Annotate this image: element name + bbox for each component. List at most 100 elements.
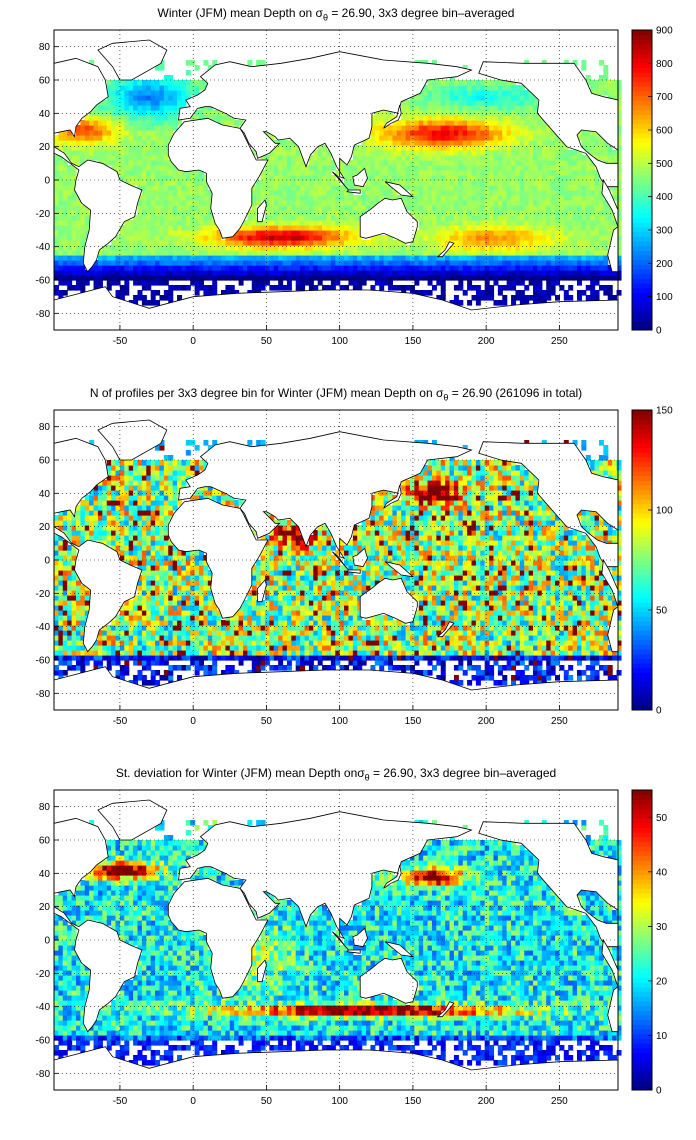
data-cell [67, 620, 73, 626]
data-cell [58, 615, 64, 621]
data-cell [590, 225, 596, 231]
data-cell [58, 605, 64, 611]
data-cell [607, 160, 613, 166]
colorbar-swatch [632, 231, 652, 237]
data-cell [286, 140, 292, 146]
data-cell [115, 130, 121, 136]
data-cell [392, 260, 398, 266]
data-cell [555, 165, 560, 171]
data-cell [102, 495, 108, 501]
data-cell [137, 225, 143, 231]
data-cell [581, 275, 587, 281]
data-cell [471, 160, 477, 166]
data-cell [361, 150, 367, 156]
data-cell [344, 165, 350, 171]
data-cell [431, 115, 437, 121]
data-cell [357, 245, 363, 251]
data-cell [141, 175, 147, 181]
data-cell [177, 245, 183, 251]
data-cell [141, 240, 147, 246]
data-cell [313, 220, 319, 226]
data-cell [146, 655, 152, 661]
data-cell [489, 210, 495, 216]
data-cell [449, 85, 455, 91]
data-cell [62, 130, 68, 136]
data-cell [304, 185, 310, 191]
data-cell [524, 60, 530, 66]
data-cell [308, 175, 314, 181]
data-cell [352, 200, 358, 206]
data-cell [576, 200, 582, 206]
data-cell [124, 650, 130, 656]
data-cell [401, 140, 407, 146]
data-cell [357, 285, 363, 291]
data-cell [141, 570, 147, 576]
data-cell [585, 285, 591, 291]
data-cell [106, 110, 112, 116]
data-cell [150, 250, 156, 256]
data-cell [528, 205, 534, 211]
data-cell [115, 290, 121, 296]
data-cell [286, 245, 292, 251]
x-tick-label: 250 [551, 336, 568, 347]
data-cell [607, 85, 613, 91]
data-cell [146, 550, 152, 556]
data-cell [374, 175, 380, 181]
data-cell [54, 610, 59, 616]
data-cell [348, 205, 354, 211]
data-cell [269, 215, 275, 221]
data-cell [141, 660, 147, 666]
data-cell [348, 170, 354, 176]
data-cell [137, 90, 143, 96]
data-cell [133, 520, 139, 526]
data-cell [594, 155, 600, 161]
data-cell [344, 230, 350, 236]
data-cell [221, 240, 226, 246]
data-cell [528, 270, 534, 276]
data-cell [58, 570, 64, 576]
data-cell [489, 240, 495, 246]
data-cell [388, 110, 393, 116]
data-cell [339, 250, 345, 256]
data-cell [146, 245, 152, 251]
data-cell [423, 90, 429, 96]
data-cell [111, 500, 117, 506]
data-cell [489, 130, 495, 136]
data-cell [326, 275, 332, 281]
data-cell [383, 175, 389, 181]
data-cell [216, 240, 222, 246]
data-cell [555, 270, 560, 276]
data-cell [616, 245, 622, 251]
data-cell [370, 245, 376, 251]
data-cell [555, 205, 560, 211]
data-cell [168, 210, 174, 216]
data-cell [273, 225, 279, 231]
data-cell [528, 110, 534, 116]
data-cell [462, 290, 468, 296]
data-cell [102, 135, 108, 141]
data-cell [128, 145, 134, 151]
data-cell [515, 235, 521, 241]
data-cell [247, 260, 253, 266]
data-cell [502, 205, 508, 211]
data-cell [163, 160, 169, 166]
data-cell [453, 270, 459, 276]
data-cell [115, 520, 121, 526]
data-cell [594, 190, 600, 196]
data-cell [541, 225, 547, 231]
data-cell [559, 185, 565, 191]
data-cell [449, 185, 455, 191]
data-cell [150, 565, 156, 571]
data-cell [431, 125, 437, 131]
data-cell [291, 220, 297, 226]
colorbar-swatch [632, 53, 652, 59]
data-cell [550, 235, 556, 241]
data-cell [150, 210, 156, 216]
data-cell [515, 290, 521, 296]
data-cell [497, 255, 503, 261]
data-cell [54, 235, 59, 241]
data-cell [273, 160, 279, 166]
data-cell [278, 265, 284, 271]
data-cell [163, 255, 169, 261]
x-tick-label: 200 [478, 336, 495, 347]
